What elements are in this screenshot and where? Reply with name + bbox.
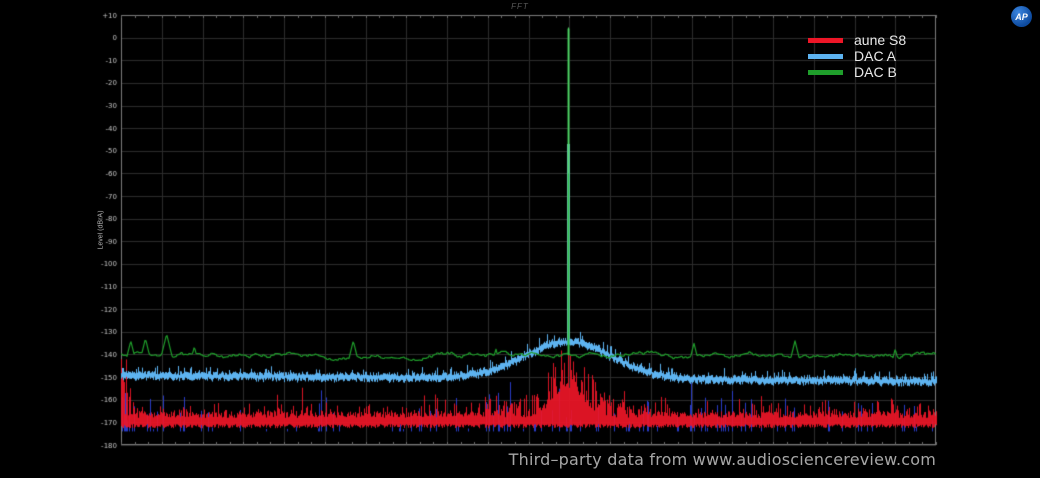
plot-title: FFT <box>511 2 529 11</box>
legend-label: aune S8 <box>854 32 907 48</box>
legend-item-dac-a: DAC A <box>808 48 906 64</box>
legend-swatch-red <box>808 38 843 43</box>
audio-precision-logo-icon: AP <box>1011 6 1032 27</box>
legend-item-aune-s8: aune S8 <box>808 32 907 48</box>
legend-item-dac-b: DAC B <box>808 64 906 80</box>
attribution-caption: Third–party data from www.audiosciencere… <box>508 450 936 469</box>
y-axis-label: Level (dBrA) <box>97 210 105 250</box>
legend-label: DAC A <box>854 48 897 64</box>
legend-swatch-blue <box>808 54 843 59</box>
legend-swatch-green <box>808 70 843 75</box>
legend-label: DAC B <box>854 64 897 80</box>
legend: aune S8 DAC A DAC B <box>808 32 907 80</box>
ap-logo-text: AP <box>1015 11 1028 22</box>
